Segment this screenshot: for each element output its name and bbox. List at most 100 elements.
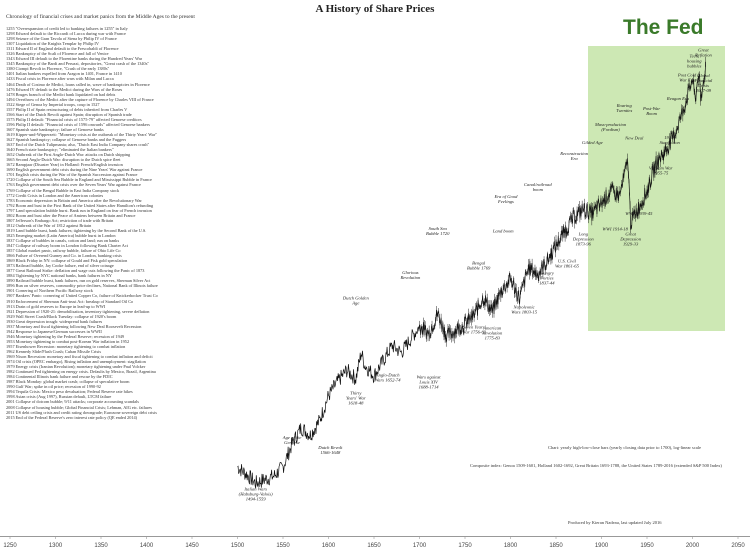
x-tick-label: 1550 (276, 543, 290, 549)
chronology-entry: 1998 Asian crisis (Aug 1997), Russian de… (6, 394, 112, 400)
x-tick-label: 1250 (3, 543, 17, 549)
chart-annotation: Long Depression 1873-96 (572, 231, 594, 246)
chart-annotation: Gilded Age (582, 140, 603, 145)
chronology-entry: 1946 Monetary tightening by the Federal … (6, 333, 125, 339)
chronology-entry: 1884 Tightening by NYC national banks, b… (6, 273, 112, 279)
fed-label: The Fed (623, 16, 704, 39)
x-tick-label: 1800 (504, 543, 518, 549)
chart-annotation: Anglo-Dutch Wars 1652-74 (375, 373, 401, 383)
chart-annotation: Roaring Twenties (616, 103, 633, 113)
chronology-entry: 1769 Collapse of the Bengal Bubble in Ea… (6, 187, 120, 193)
chronology-entry: 1937 Monetary and fiscal tightening foll… (6, 323, 142, 329)
chronology-entry: 1990 Gulf War; spike in oil price; reces… (6, 384, 101, 390)
chronology-entry: 1866 Failure of Overend Gurney and Co. i… (6, 253, 122, 259)
chronology-entry: 1837 Collapse of bubbles in canals, cott… (6, 237, 120, 243)
chronology-entry: 2001 Collapse of dotcom bubble; 9/11 att… (6, 399, 139, 405)
chronology-entry: 1566 Start of the Dutch Revolt against S… (6, 111, 132, 117)
chronology-entry: 1763 English government debt crisis over… (6, 182, 141, 188)
chronology-entry: 1476 Edward IV default to the Medici dur… (6, 86, 123, 92)
chronology-entry: 1984 Continental Illinois bank failure a… (6, 374, 113, 380)
chart-annotation: Tech, housing bubbles (687, 54, 702, 69)
chronology-entry: 1298 Edward default to the Riccardi of L… (6, 31, 126, 37)
chronology-entry: 1401 Italian bankers expelled from Arago… (6, 71, 122, 77)
credit-note: Produced by Kieran Nadeau, last updated … (568, 520, 662, 525)
chronology-entry: 1812 Outbreak of the War of 1812 against… (6, 222, 92, 228)
chronology-entry: 1690 English government debt crisis duri… (6, 167, 143, 173)
chronology-entry: 1930 Great depression trough: widespread… (6, 318, 103, 324)
chart-annotation: South Sea Bubble 1720 (426, 226, 450, 236)
chronology-entry: 1825 Emerging market (Latin America) bub… (6, 232, 116, 238)
x-tick-label: 1450 (185, 543, 199, 549)
chronology-entry: 1802 Boom and bust after the Peace of Am… (6, 212, 136, 218)
chronology-entry: 1913 Drain of gold reserves to Europe in… (6, 303, 106, 309)
chronology-entry: 2015 End of the Federal Reserve's zero i… (6, 414, 138, 420)
chronology-entry: 1957 Eisenhower Recession: monetary tigh… (6, 343, 126, 349)
chronology-entry: 1652 Outbreak of the First Anglo-Dutch W… (6, 152, 131, 158)
chronology-entry: 1921 Depression of 1920-21: demobilisati… (6, 308, 150, 314)
chronology-entry: 1847 Collapse of railway boom in London … (6, 243, 128, 249)
chart-annotation: Wars against Louis XIV 1688-1714 (417, 374, 442, 389)
chart-annotation: Age of the Genoese (282, 435, 302, 445)
chronology-entry: 2008 Collapse of housing bubble; Global … (6, 404, 152, 410)
chronology-entry: 1464 Death of Cosimo de Medici, loans ca… (6, 81, 150, 87)
chronology-entry: 1982 Continued Fed tightening on energy … (6, 369, 156, 375)
chart-annotation: Land boom (492, 229, 514, 234)
crisis-chronology-list: 1255 "Overexpansion of credit led to ban… (6, 26, 231, 420)
chronology-entry: 1896 Run on silver reserves, commodity p… (6, 283, 158, 289)
x-tick-label: 1400 (140, 543, 154, 549)
chronology-entry: 1607 Spanish state bankruptcy; failure o… (6, 126, 104, 132)
chronology-entry: 1255 "Overexpansion of credit led to ban… (6, 26, 128, 31)
chronology-entry: 1807 Jefferson's Embargo Act; restrictio… (6, 217, 114, 223)
chart-annotation: Bengal Bubble 1769 (467, 261, 491, 271)
chart-annotation: Post-War Boom (642, 106, 660, 116)
chronology-entry: 1720 Collapse of the South Sea Bubble in… (6, 177, 152, 183)
chart-annotation: Great Reflation (694, 48, 713, 58)
chronology-entry: 1987 Black Monday: global market crash; … (6, 379, 130, 385)
chronology-entry: 1619 Kipper-und-Wipperzeit: "Monetary cr… (6, 131, 158, 137)
chronology-entry: 1640 French state bankruptcy; "eliminate… (6, 147, 114, 153)
chart-annotation: Italian Wars (Habsburg-Valois) 1494-1559 (239, 487, 273, 502)
chart-annotation: Canal/railroad boom (524, 182, 552, 192)
chronology-entry: 1994 Tequila Crisis: Mexico peso devalua… (6, 389, 133, 395)
x-tick-label: 1300 (49, 543, 63, 549)
chart-annotation: Seven Years' War 1756-63 (462, 325, 487, 335)
chronology-entry: 1307 Liquidation of the Knights Templar … (6, 41, 99, 47)
chronology-entry: 1772 Credit Crisis in London and the Ame… (6, 192, 104, 198)
chart-annotation: Reagan Era (666, 96, 690, 101)
x-tick-label: 1650 (367, 543, 381, 549)
chronology-entry: 1969 Nixon Recession: monetary and fisca… (6, 354, 153, 360)
chronology-entry: 1792 Boom and bust in the First Bank of … (6, 202, 154, 208)
chronology-entry: 1869 Black Friday in NY: collapse of Gou… (6, 258, 128, 264)
chronology-entry: 1873 Railroad bubble, Jay Cooke failure,… (6, 263, 114, 269)
chart-annotation: WWI 1914-18 (602, 226, 628, 231)
chronology-entry: 1819 Land bubble burst, bank failures; t… (6, 227, 147, 233)
price-bars (419, 56, 706, 347)
x-tick-label: 2000 (686, 543, 700, 549)
chart-annotation: 1970s Stagflation (660, 135, 681, 145)
x-tick-label: 1850 (549, 543, 563, 549)
x-tick-label: 1900 (595, 543, 609, 549)
chronology-entry: 1942 Response to Japanese/German success… (6, 328, 102, 334)
chronology-entry: 1326 Bankruptcy of the Scali of Florence… (6, 51, 109, 57)
x-tick-label: 1750 (458, 543, 472, 549)
chart-annotation: Mass-production (Fordism) (594, 122, 627, 132)
chart-annotation: Great Depression 1929-33 (619, 231, 641, 246)
x-tick-label: 2050 (731, 543, 745, 549)
chart-title: A History of Share Prices (315, 3, 435, 15)
x-tick-label: 1950 (640, 543, 654, 549)
chronology-entry: 1672 Rampjaar (Disaster Year) in Holland… (6, 162, 123, 168)
chronology-entry: 1575 Philip II default: "Financial crisi… (6, 116, 142, 122)
chronology-entry: 1783 Economic depression in Britain and … (6, 197, 142, 203)
chronology-entry: 1974 Oil crisis (OPEC embargo), Rising i… (6, 359, 146, 365)
composite-index-note: Composite index: Genoa 1509-1601, Hollan… (470, 463, 722, 468)
chronology-entry: 1877 Great Railroad Strike: deflation an… (6, 268, 145, 274)
chronology-entry: 1929 Wall Street Crash/Black Tuesday: co… (6, 313, 117, 319)
chart-annotation: WWII 1939-45 (625, 211, 653, 216)
chart-annotation: Glorious Revolution (399, 270, 421, 280)
chronology-entry: 1962 Kennedy Slide/Flash Crash; Cuban Mi… (6, 349, 102, 354)
chronology-entry: 1522 Siege of Genoa by Imperial troops, … (6, 101, 100, 107)
chronology-entry: 1380 Ciompi Revolt in Florence, "Crash o… (6, 66, 110, 72)
chart-annotation: Vietnam War 1955-75 (649, 165, 673, 175)
chart-annotation: Global Financial Crisis 2007-09 (693, 73, 713, 93)
